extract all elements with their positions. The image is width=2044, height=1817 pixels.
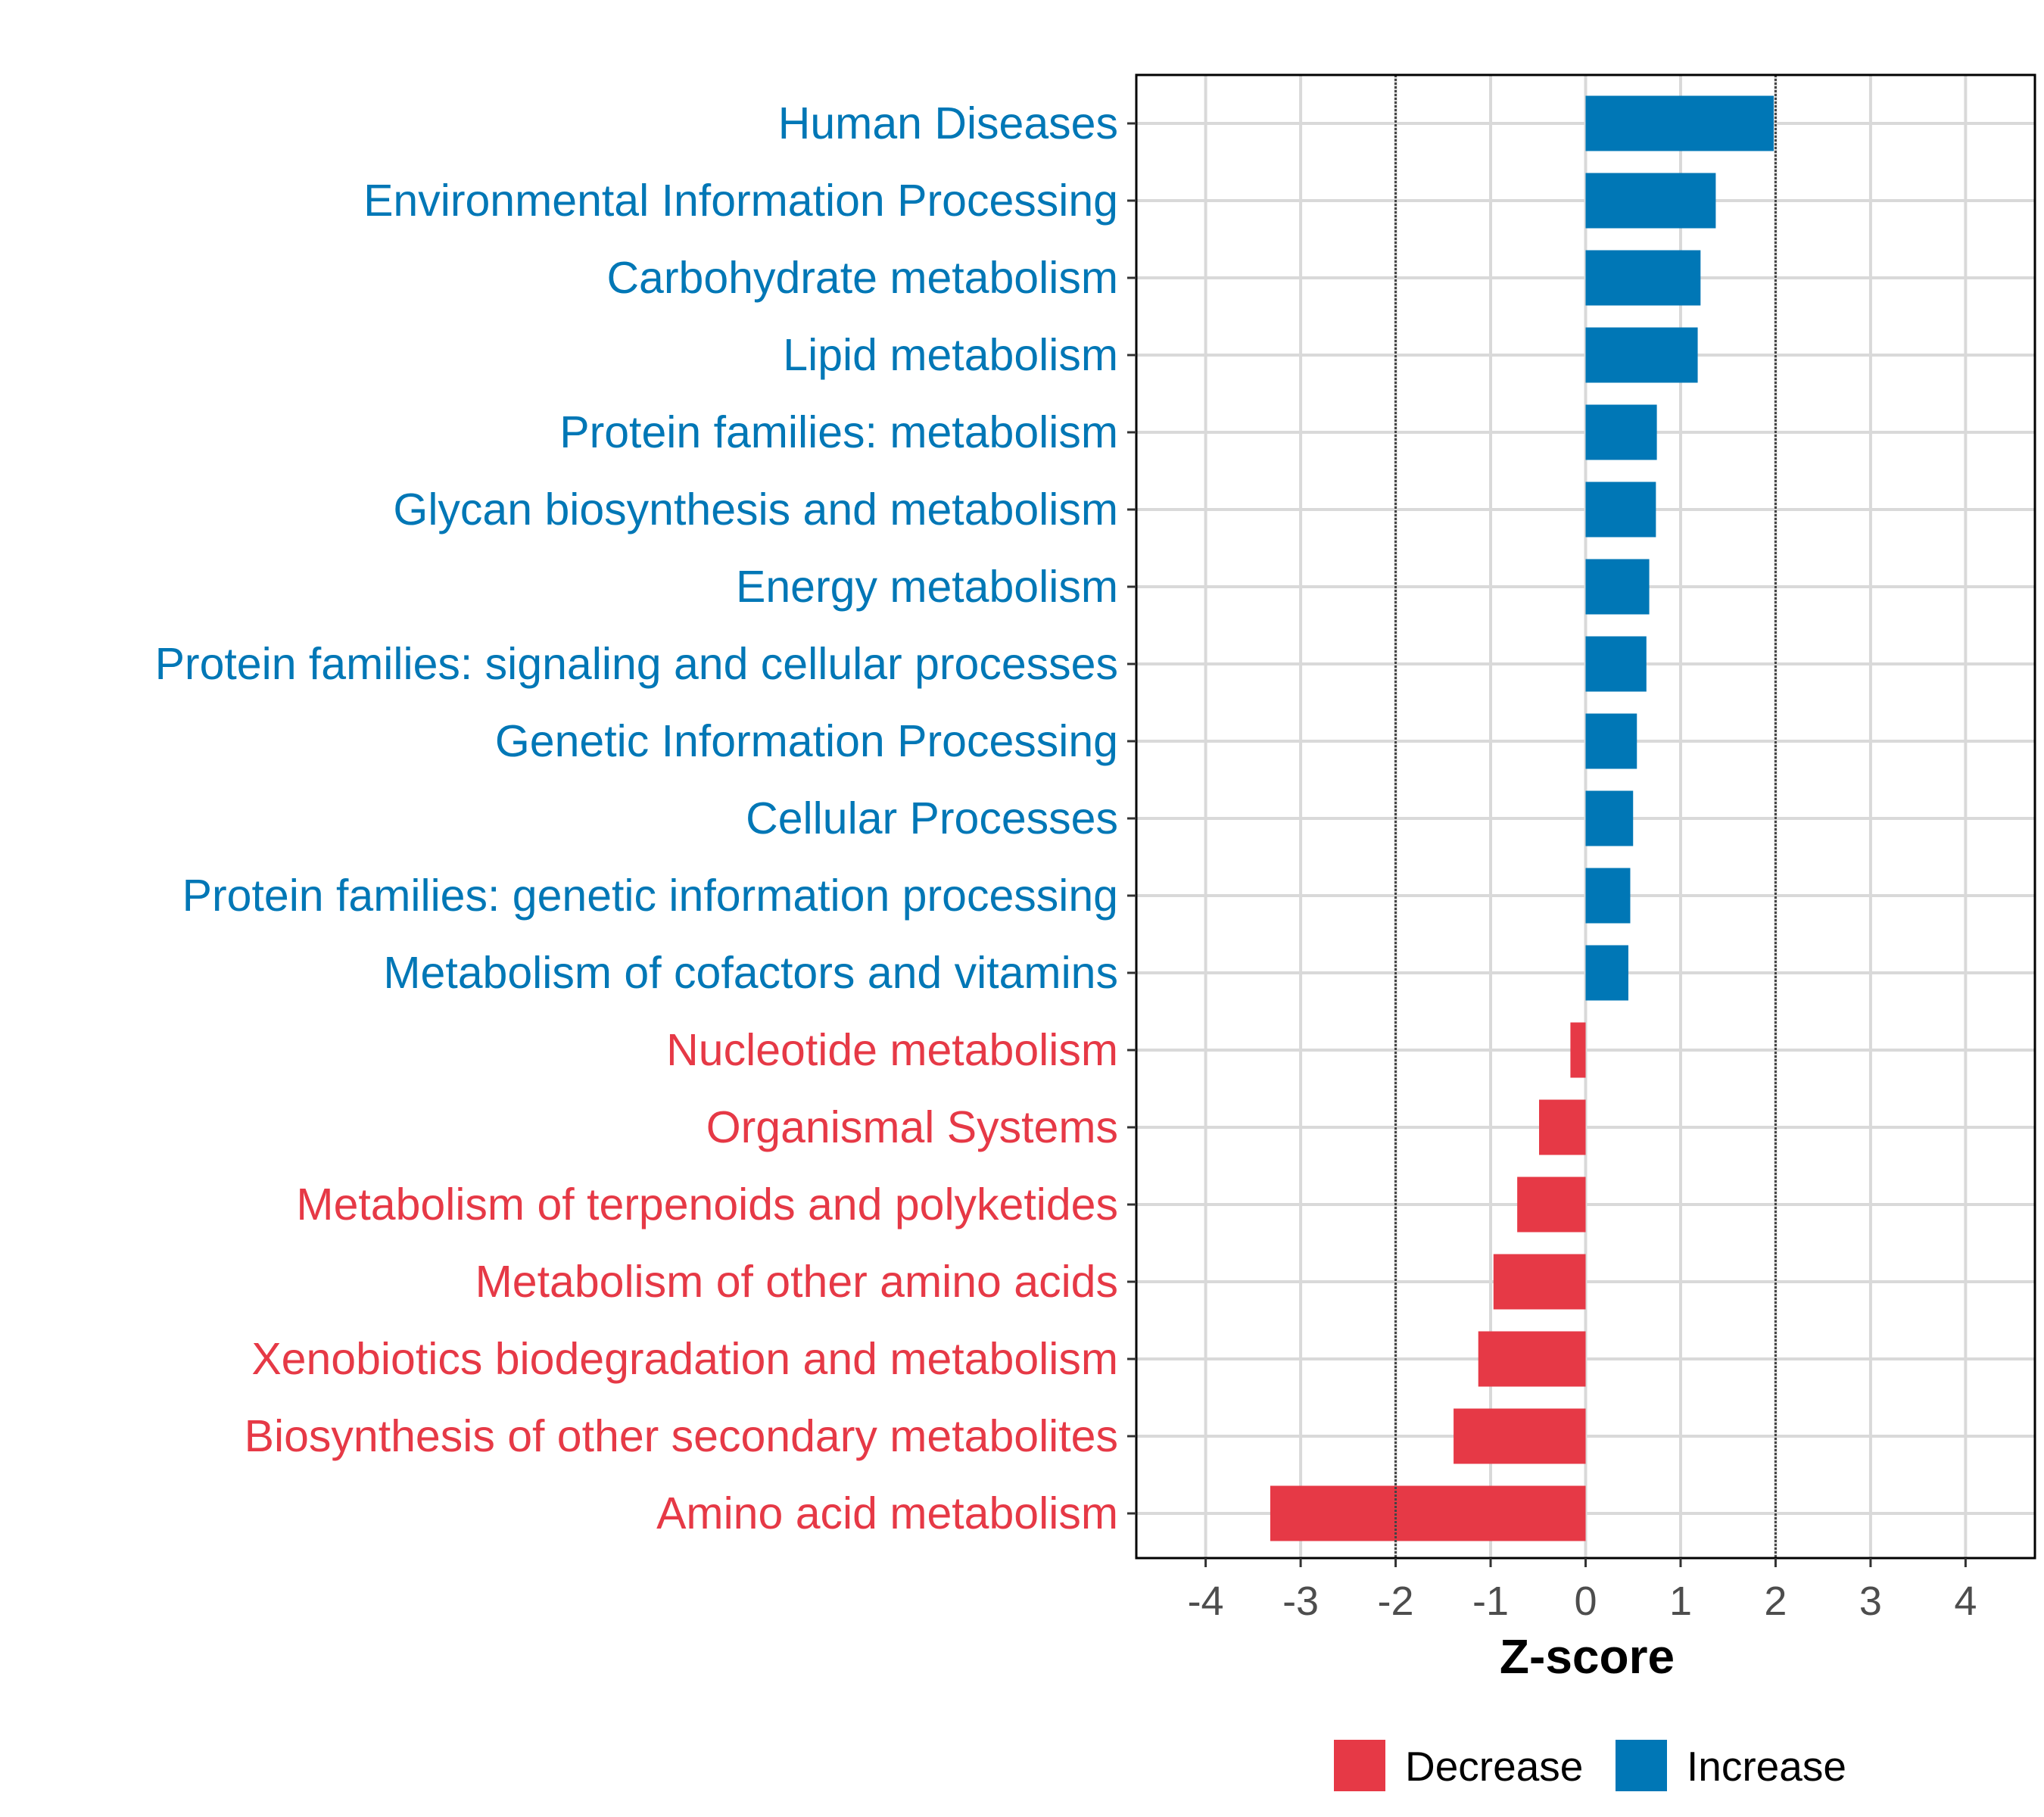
bar	[1570, 1022, 1586, 1078]
x-axis-title: Z-score	[1500, 1629, 1675, 1684]
x-tick-label: -2	[1378, 1579, 1414, 1624]
y-tick-label: Lipid metabolism	[783, 330, 1118, 380]
x-tick-label: 4	[1954, 1579, 1977, 1624]
y-tick-label: Metabolism of cofactors and vitamins	[383, 948, 1118, 998]
bar	[1585, 95, 1774, 151]
legend-label-increase: Increase	[1687, 1743, 1846, 1790]
bar	[1585, 250, 1701, 306]
bar	[1585, 945, 1628, 1001]
y-tick-label: Xenobiotics biodegradation and metabolis…	[251, 1334, 1118, 1384]
y-tick-label: Metabolism of other amino acids	[475, 1257, 1118, 1307]
x-tick-label: 0	[1574, 1579, 1597, 1624]
x-tick-label: 2	[1764, 1579, 1787, 1624]
x-tick-label: -4	[1188, 1579, 1224, 1624]
bar	[1585, 327, 1698, 383]
legend-label-decrease: Decrease	[1405, 1743, 1583, 1790]
y-tick-label: Glycan biosynthesis and metabolism	[393, 485, 1118, 535]
bar	[1539, 1099, 1586, 1155]
bar	[1585, 482, 1656, 538]
bar	[1585, 713, 1637, 769]
bar	[1585, 173, 1716, 229]
legend-swatch-increase	[1616, 1740, 1667, 1791]
bar	[1270, 1485, 1586, 1541]
y-tick-label: Protein families: signaling and cellular…	[155, 639, 1118, 689]
x-tick-label: 3	[1859, 1579, 1882, 1624]
x-tick-label: -1	[1472, 1579, 1509, 1624]
y-tick-label: Organismal Systems	[706, 1102, 1118, 1152]
y-tick-label: Energy metabolism	[736, 562, 1118, 612]
bar	[1585, 636, 1647, 692]
y-tick-label: Environmental Information Processing	[363, 176, 1118, 226]
y-tick-label: Amino acid metabolism	[656, 1488, 1118, 1538]
y-tick-label: Protein families: genetic information pr…	[182, 871, 1118, 921]
bar	[1585, 790, 1634, 846]
y-tick-label: Biosynthesis of other secondary metaboli…	[245, 1411, 1118, 1461]
bar	[1493, 1254, 1586, 1310]
bar	[1585, 868, 1631, 924]
legend-swatch-decrease	[1334, 1740, 1385, 1791]
y-tick-label: Genetic Information Processing	[495, 716, 1118, 766]
x-tick-label: 1	[1669, 1579, 1692, 1624]
y-tick-label: Protein families: metabolism	[559, 407, 1118, 457]
y-tick-label: Carbohydrate metabolism	[606, 253, 1118, 303]
bar	[1454, 1408, 1586, 1464]
y-tick-label: Cellular Processes	[746, 793, 1118, 843]
y-tick-label: Human Diseases	[778, 98, 1118, 148]
y-tick-label: Nucleotide metabolism	[666, 1025, 1118, 1075]
bar	[1478, 1331, 1586, 1387]
bar	[1585, 404, 1657, 460]
y-tick-label: Metabolism of terpenoids and polyketides	[296, 1180, 1118, 1230]
bar	[1585, 559, 1650, 615]
bar	[1517, 1177, 1586, 1233]
x-tick-label: -3	[1282, 1579, 1319, 1624]
